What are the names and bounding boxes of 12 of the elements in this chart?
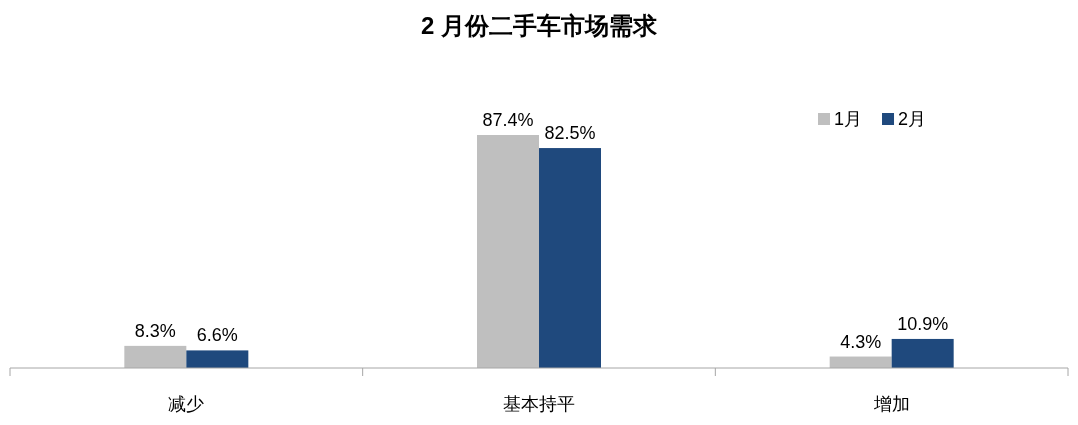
legend-label: 1月 (834, 109, 863, 129)
data-label: 4.3% (840, 331, 882, 352)
data-label: 82.5% (544, 123, 596, 144)
data-label: 6.6% (196, 325, 238, 346)
x-tick-label: 基本持平 (503, 394, 575, 414)
data-label: 8.3% (134, 320, 176, 341)
data-label: 10.9% (897, 313, 949, 334)
chart-title: 2 月份二手车市场需求 (420, 12, 659, 39)
x-tick-label: 增加 (872, 394, 910, 414)
x-tick-label: 减少 (168, 394, 205, 414)
legend-label: 2月 (898, 109, 927, 129)
data-label: 87.4% (482, 110, 534, 130)
